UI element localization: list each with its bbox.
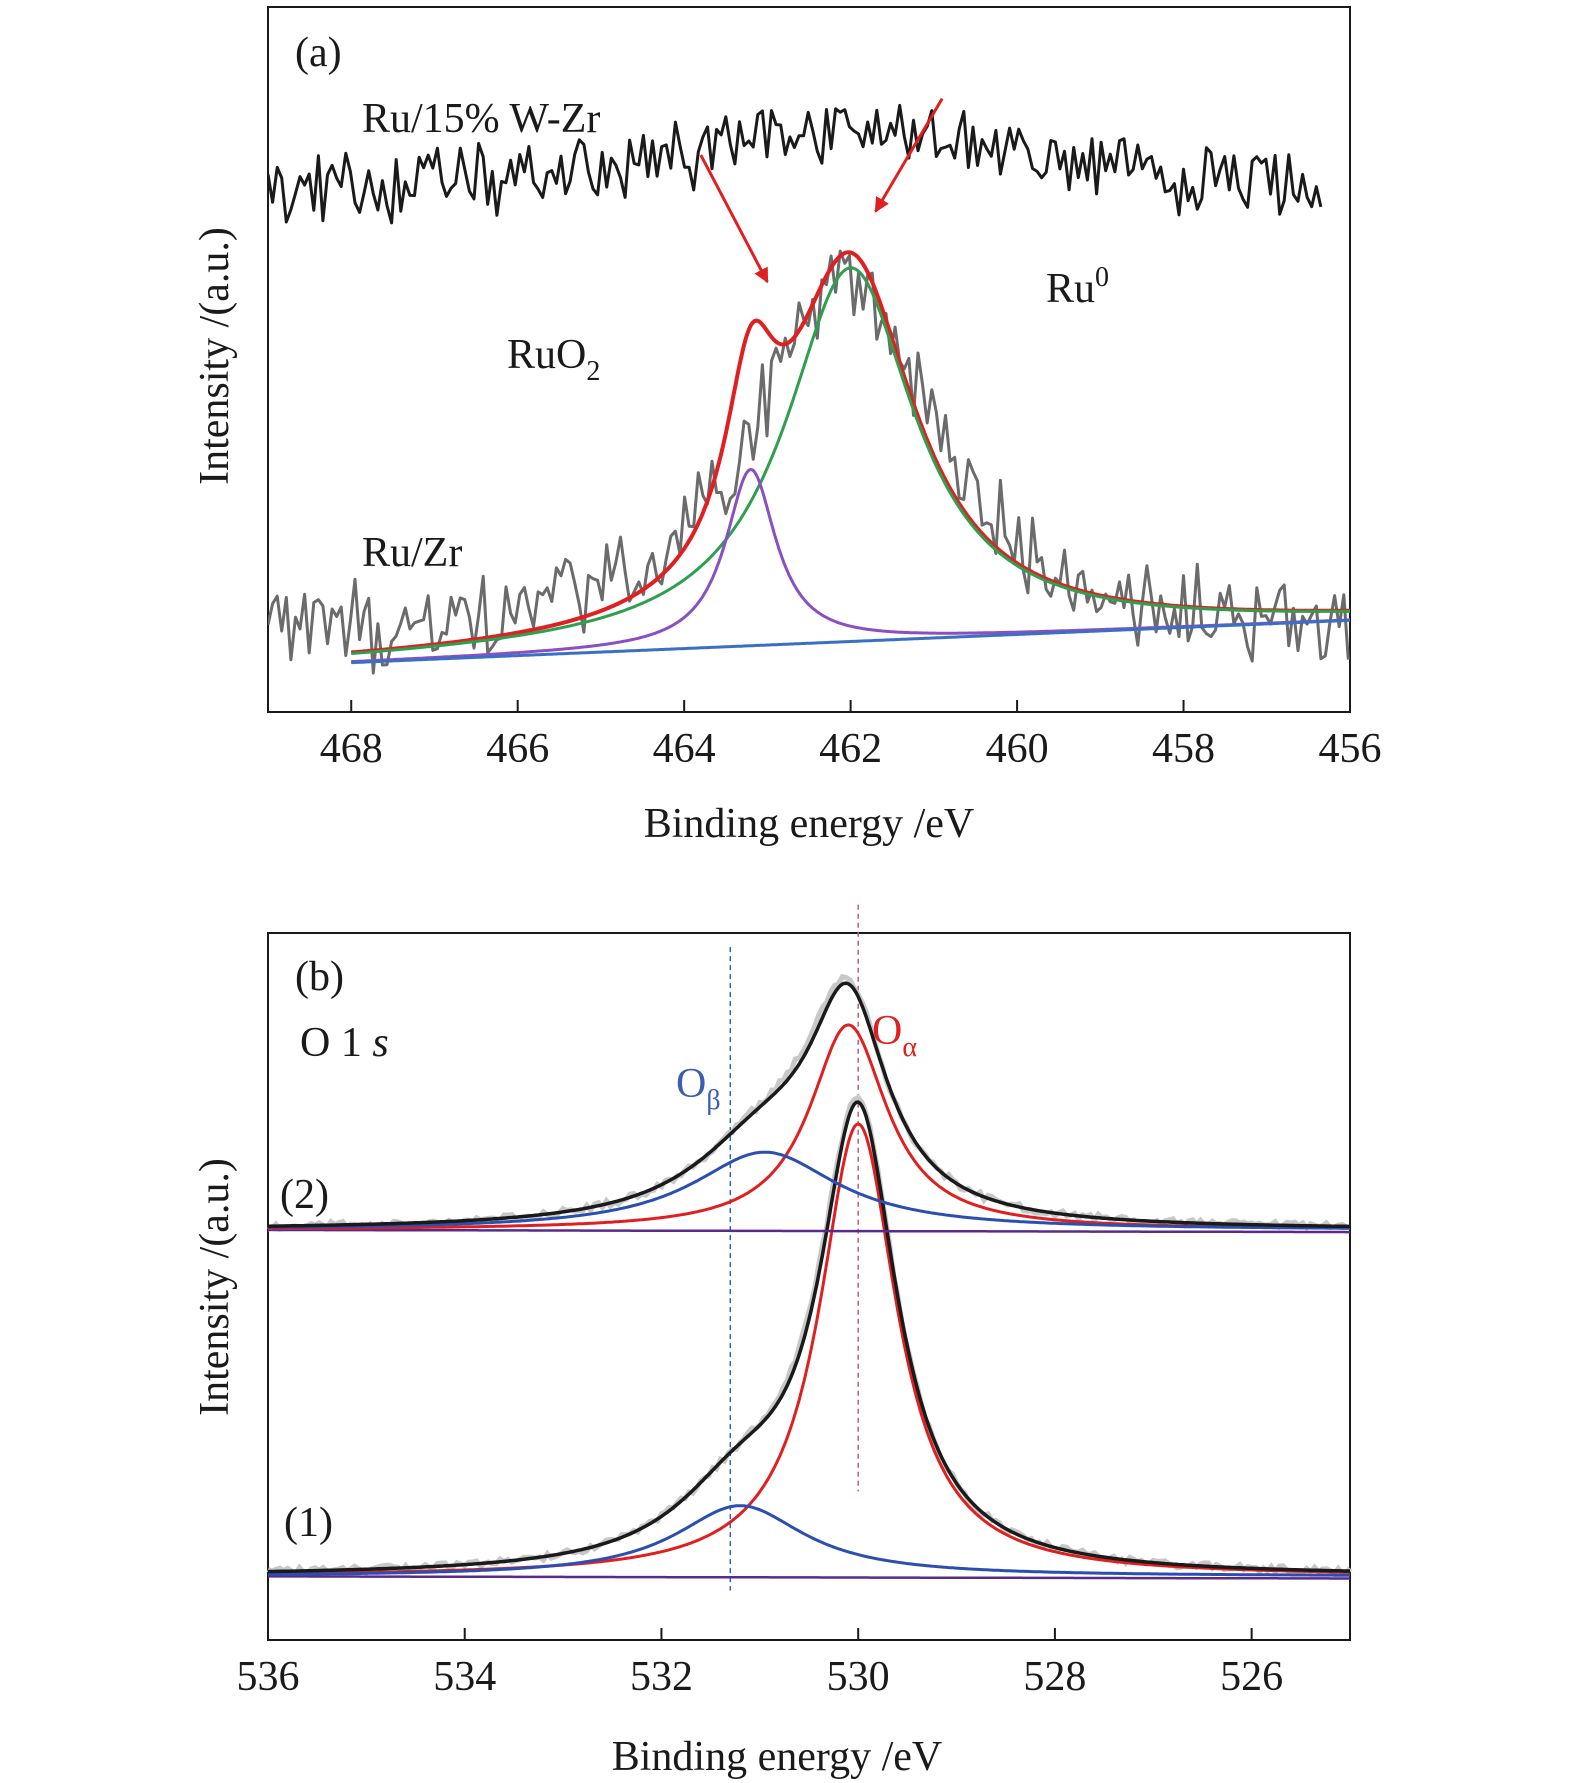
label-o-beta-subscript: β bbox=[706, 1085, 720, 1116]
panel-a-series-5 bbox=[351, 618, 1350, 665]
panel-a-tick-label-464: 464 bbox=[653, 726, 716, 772]
panel-a-tick-label-466: 466 bbox=[486, 726, 549, 772]
panel-a-arrows bbox=[699, 97, 944, 284]
panel-b-frame bbox=[267, 932, 1351, 1641]
label-o-beta: Oβ bbox=[676, 1061, 721, 1116]
label-ru-zr: Ru/Zr bbox=[362, 530, 462, 576]
panel-b-tick-label-530: 530 bbox=[827, 1654, 890, 1700]
panel-a-series-0 bbox=[268, 103, 1323, 225]
panel-a-x-axis-label: Binding energy /eV bbox=[644, 801, 975, 847]
label-o-alpha-base: O bbox=[872, 1008, 902, 1054]
panel-a-arrow-0 bbox=[699, 154, 769, 284]
panel-a-tick-label-468: 468 bbox=[320, 726, 383, 772]
panel-a-series-3 bbox=[351, 266, 1350, 655]
label-o-alpha: Oα bbox=[872, 1008, 917, 1063]
label-ruo2-subscript: 2 bbox=[586, 356, 600, 387]
label-ruo2: RuO2 bbox=[507, 332, 600, 387]
panel-b-fit-1 bbox=[268, 981, 1350, 1229]
panel-b-spectrum-1 bbox=[267, 973, 1351, 1234]
panel-a-tick-label-458: 458 bbox=[1152, 726, 1215, 772]
panel-a-tick-label-462: 462 bbox=[819, 726, 882, 772]
panel-b-x-ticks: 536 534 532 530 528 526 bbox=[237, 1628, 1283, 1700]
panel-a-tick-label-456: 456 bbox=[1319, 726, 1382, 772]
label-sample-1: (1) bbox=[284, 1500, 333, 1546]
panel-b-raw-1 bbox=[267, 973, 1351, 1232]
label-ruo2-base: RuO bbox=[507, 332, 586, 378]
panel-b-tick-label-528: 528 bbox=[1023, 1654, 1086, 1700]
label-o-alpha-subscript: α bbox=[902, 1032, 917, 1063]
panel-b-spectrum-0 bbox=[267, 1094, 1352, 1580]
panel-a-tick-label-460: 460 bbox=[986, 726, 1049, 772]
label-ru0: Ru0 bbox=[1046, 262, 1109, 312]
panel-b-component-0-0 bbox=[268, 1122, 1350, 1575]
panel-a-arrow-1 bbox=[874, 97, 944, 213]
panel-b: 536 534 532 530 528 526 (b) O 1 s Oβ Oα (2) (… bbox=[192, 904, 1352, 1780]
panel-a-series bbox=[268, 103, 1350, 675]
panel-a-y-axis-label: Intensity /(a.u.) bbox=[192, 227, 238, 485]
panel-b-background-0 bbox=[268, 1575, 1350, 1580]
panel-b-reference-lines bbox=[729, 904, 859, 1591]
panel-b-series bbox=[267, 973, 1352, 1580]
panel-b-background-1 bbox=[268, 1228, 1350, 1234]
panel-a-frame bbox=[267, 6, 1351, 713]
label-sample-2: (2) bbox=[280, 1172, 329, 1218]
panel-a-label: (a) bbox=[295, 30, 342, 76]
panel-b-y-axis-label: Intensity /(a.u.) bbox=[192, 1158, 238, 1416]
panel-b-tick-label-536: 536 bbox=[237, 1654, 300, 1700]
panel-a-x-ticks: 468 466 464 462 460 458 456 bbox=[320, 700, 1382, 772]
panel-b-x-axis-label: Binding energy /eV bbox=[612, 1734, 943, 1780]
panel-b-component-0-1 bbox=[267, 1504, 1350, 1577]
label-o1s: O 1 s bbox=[300, 1020, 389, 1066]
label-ru-15w-zr: Ru/15% W-Zr bbox=[362, 96, 600, 142]
label-ru0-superscript: 0 bbox=[1095, 262, 1109, 293]
panel-a: 468 466 464 462 460 458 456 (a) Ru/15% W-Zr Ru… bbox=[192, 6, 1382, 847]
panel-b-component-1-0 bbox=[268, 1023, 1350, 1231]
label-o1s-main: O 1 bbox=[300, 1020, 372, 1066]
panel-b-component-1-1 bbox=[268, 1150, 1350, 1230]
panel-b-tick-label-534: 534 bbox=[433, 1654, 496, 1700]
panel-b-label: (b) bbox=[295, 954, 344, 1000]
label-o-beta-base: O bbox=[676, 1061, 706, 1107]
label-ru0-base: Ru bbox=[1046, 266, 1095, 312]
label-o1s-italic: s bbox=[372, 1020, 388, 1066]
panel-b-fit-0 bbox=[267, 1100, 1351, 1574]
panel-b-tick-label-526: 526 bbox=[1220, 1654, 1283, 1700]
panel-b-tick-label-532: 532 bbox=[630, 1654, 693, 1700]
